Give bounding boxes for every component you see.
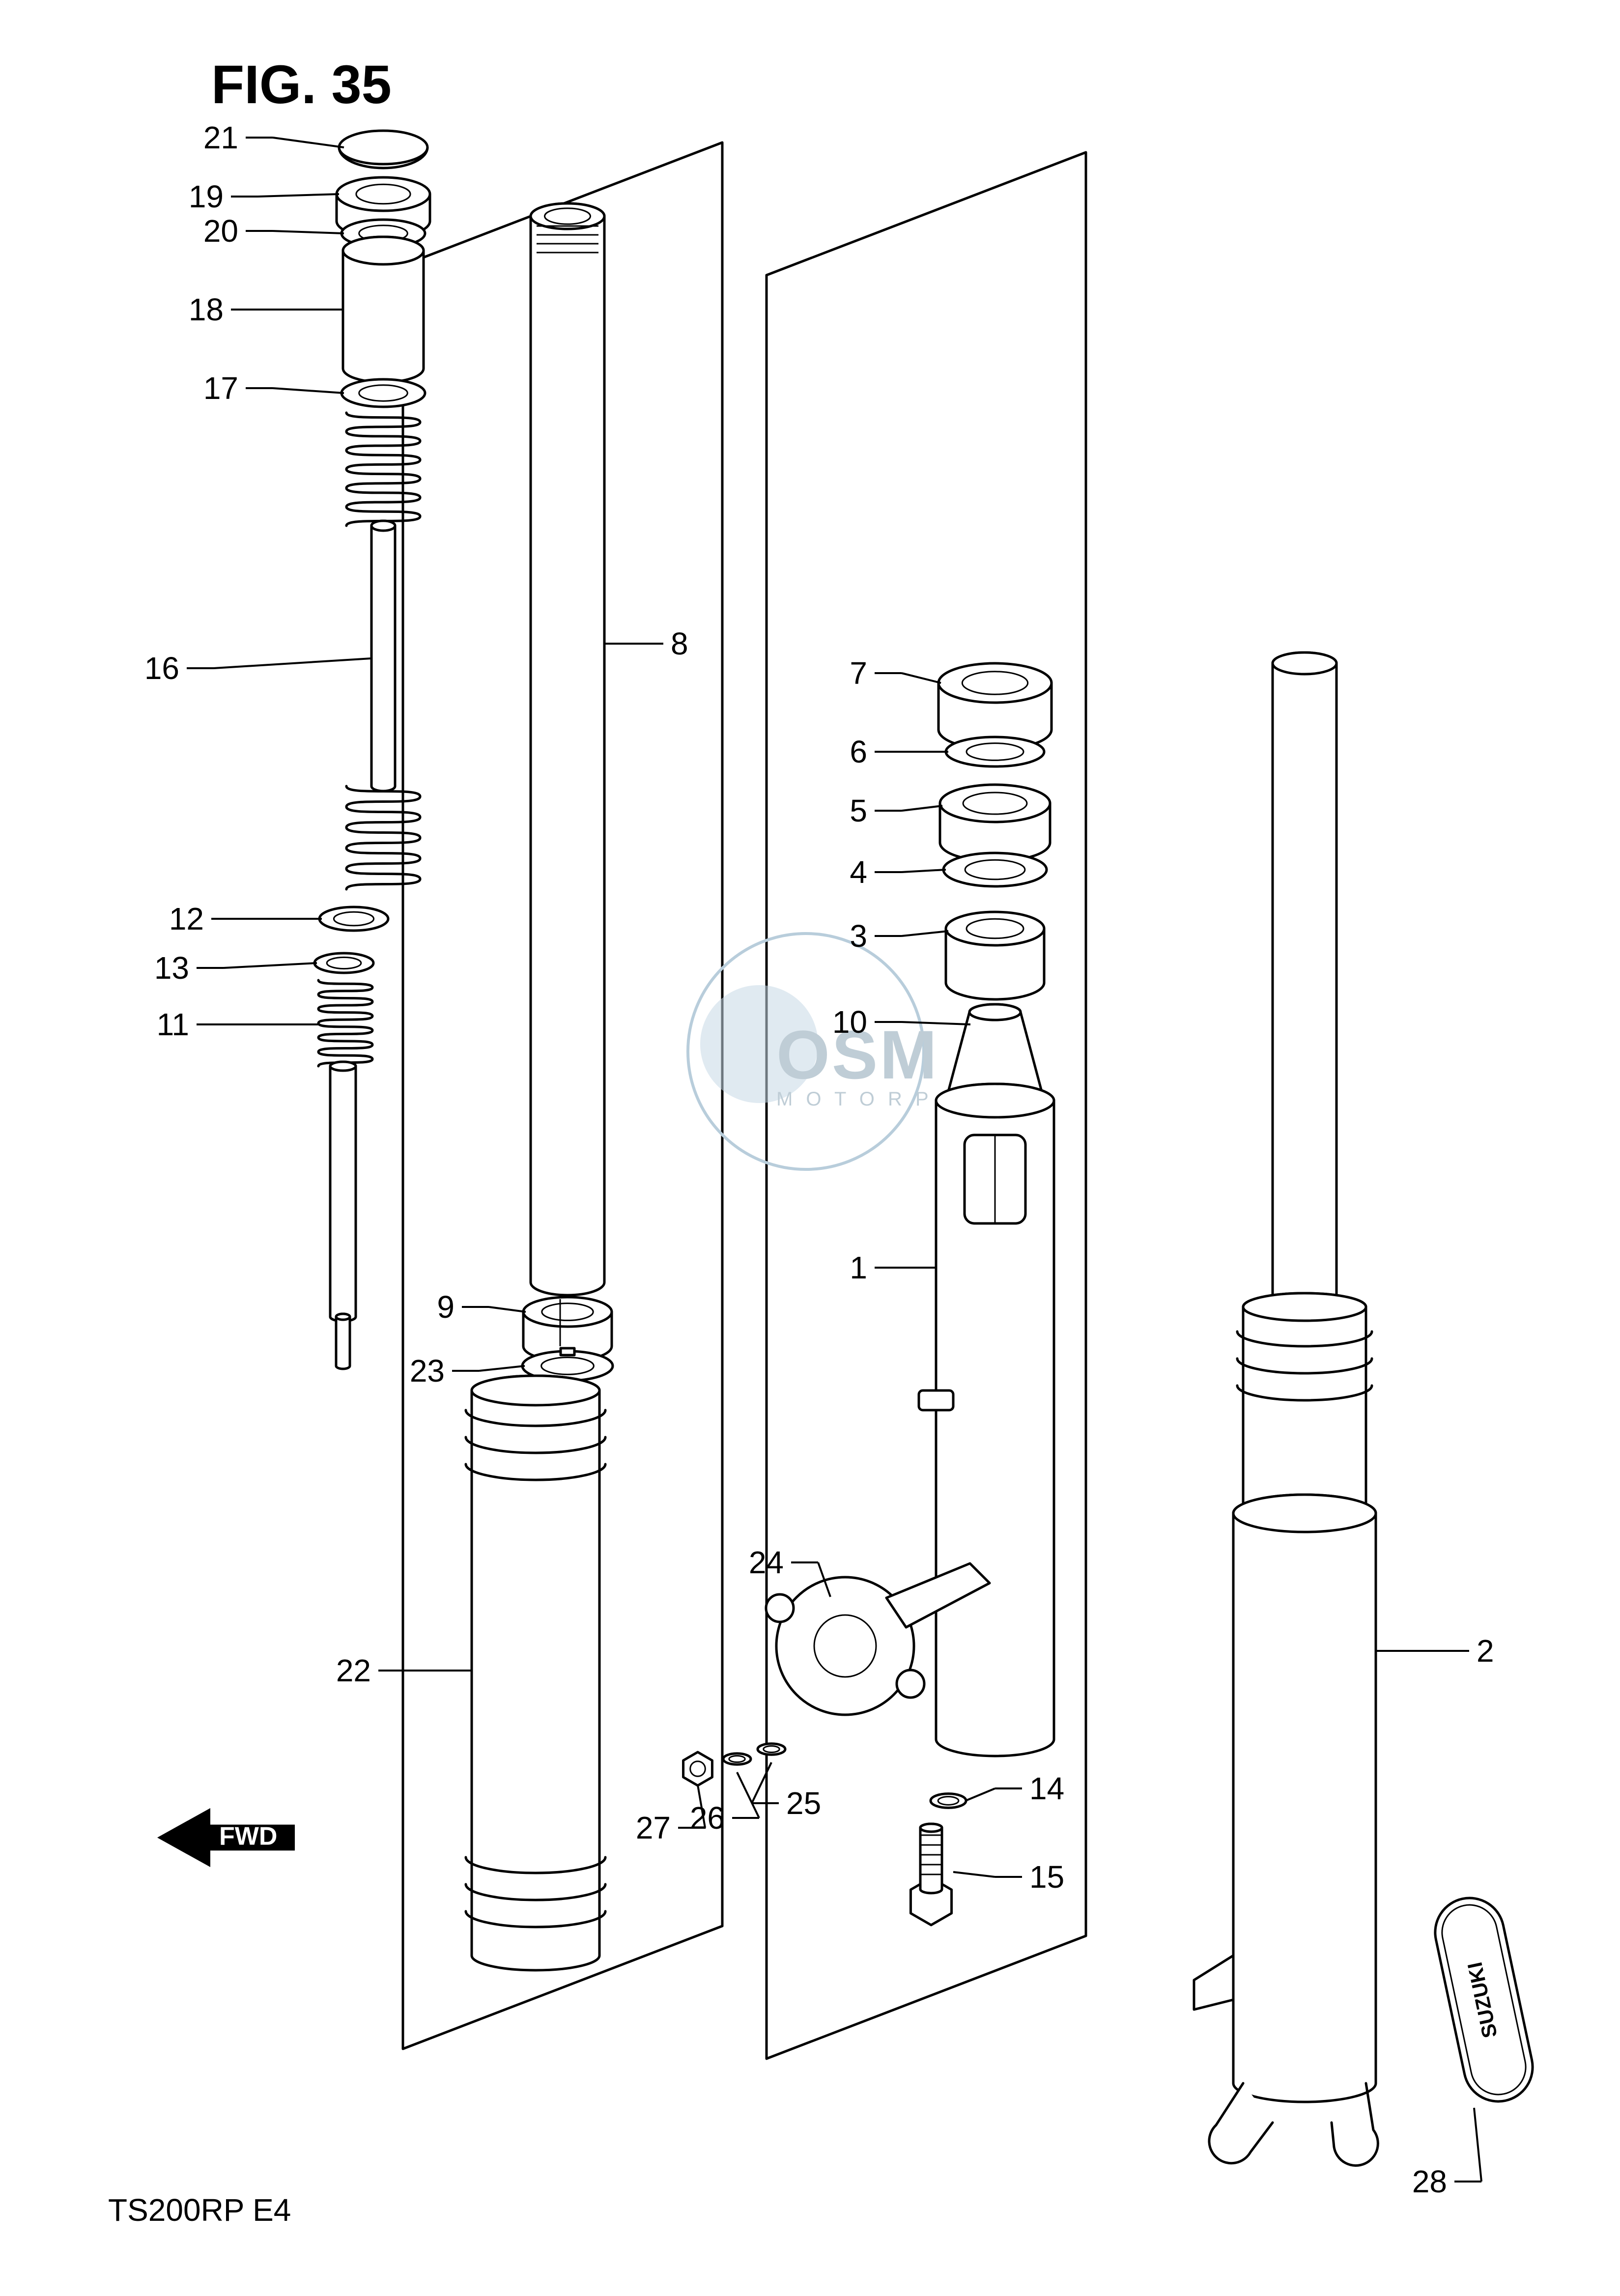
rod-11-tip [336,1314,350,1369]
callout-4: 4 [850,854,867,890]
callout-2: 2 [1477,1633,1494,1669]
leader-17 [273,388,344,393]
callout-11: 11 [157,1007,189,1042]
rod-11-tip-top [336,1314,350,1320]
callout-19: 19 [189,179,224,214]
rod-11 [330,1062,356,1321]
tube-8 [531,203,604,1295]
ring-19 [337,177,430,211]
damper-assy-right-2 [1233,1495,1376,2102]
boot-22 [472,1376,599,1970]
callout-1: 1 [850,1250,867,1285]
damper-assy-right-2-top [1233,1495,1376,1532]
leader-16 [214,658,371,668]
fwd-text: FWD [219,1822,277,1850]
callout-15: 15 [1029,1859,1064,1895]
callout-22: 22 [336,1653,371,1688]
figure-title: FIG. 35 [211,55,392,115]
callout-10: 10 [832,1004,867,1040]
leader-20 [273,231,344,233]
callout-5: 5 [850,793,867,828]
damper-assy-right-2-bracket [1194,1956,1233,2010]
ring-12 [319,907,388,931]
bushing-3 [946,912,1044,945]
callout-16: 16 [144,651,179,686]
oil-seal-5 [940,785,1050,822]
nut-27 [683,1752,712,1786]
leader-21 [273,138,344,147]
outer-tube-left-1-top [936,1084,1054,1117]
callout-7: 7 [850,655,867,691]
damper-assy-right-2-rod [1273,652,1336,1318]
leader-13 [224,963,317,968]
clip-23-gap [561,1348,574,1355]
ring-13 [314,953,373,973]
damper-assy-right-2-boot-top [1243,1293,1366,1321]
leader-28 [1474,2108,1481,2182]
rod-16-top [371,521,395,531]
protector-24-ear [766,1594,794,1622]
rod-16 [371,521,395,791]
damper-assy-right-2-rod-top [1273,652,1336,674]
callout-24: 24 [749,1545,784,1580]
damper-assy-right-2-boot [1243,1293,1366,1527]
callout-25: 25 [786,1786,821,1821]
callout-14: 14 [1029,1771,1064,1806]
bushing-9 [523,1297,612,1327]
rod-top-10-cap [969,1004,1021,1020]
callout-20: 20 [203,213,238,249]
callout-9: 9 [437,1289,455,1325]
sleeve-18-top [343,237,424,264]
bolt-15-top [920,1824,942,1832]
callout-13: 13 [154,950,189,986]
callout-8: 8 [671,626,688,661]
callout-18: 18 [189,292,224,327]
callout-26: 26 [690,1800,725,1836]
callout-12: 12 [169,901,204,936]
boot-22-top [472,1376,599,1405]
callout-27: 27 [636,1810,671,1845]
callout-17: 17 [203,370,238,406]
washer-4 [943,853,1047,886]
rod-11-top [330,1062,356,1071]
o-ring-6 [946,737,1044,766]
dust-seal-7 [938,663,1052,703]
callout-21: 21 [203,120,238,155]
tube-8-top [531,203,604,229]
spring-11a [318,980,372,1066]
callout-3: 3 [850,918,867,954]
bolt-15 [920,1824,942,1893]
footer-model: TS200RP E4 [108,2192,291,2228]
callout-28: 28 [1412,2164,1447,2199]
ring-17 [341,379,425,407]
leader-19 [258,194,339,197]
outer-tube-lug [919,1390,953,1410]
cap-21 [339,131,427,164]
callout-23: 23 [410,1353,445,1389]
callout-6: 6 [850,734,867,769]
gasket-14 [931,1794,966,1808]
protector-24-ear [897,1670,924,1698]
